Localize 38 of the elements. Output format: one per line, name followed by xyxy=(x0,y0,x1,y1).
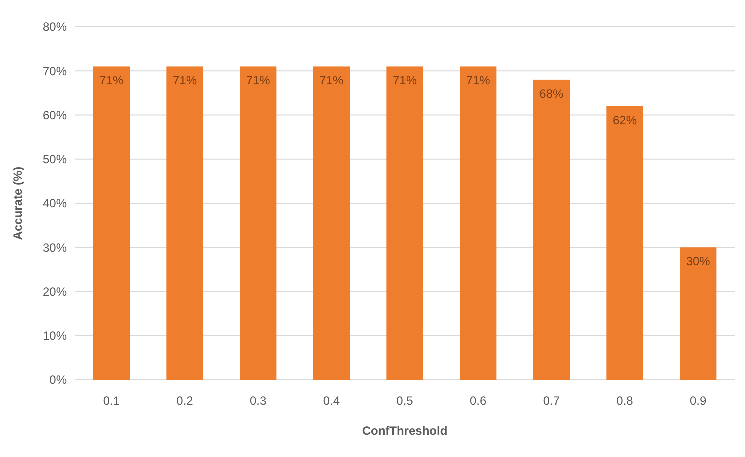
y-tick-label: 20% xyxy=(42,284,68,299)
data-label: 71% xyxy=(246,74,271,88)
bar xyxy=(680,248,717,380)
bar xyxy=(460,66,497,380)
x-tick-label: 0.4 xyxy=(323,394,340,408)
bar xyxy=(533,80,570,380)
y-tick-label: 10% xyxy=(42,329,68,344)
bar xyxy=(386,66,424,380)
x-tick-label: 0.8 xyxy=(616,394,634,408)
data-label: 71% xyxy=(100,74,124,88)
data-label: 71% xyxy=(172,74,198,88)
x-tick-label: 0.5 xyxy=(396,394,414,408)
y-tick-label: 60% xyxy=(42,108,68,122)
x-tick-label: 0.6 xyxy=(470,394,487,408)
data-label: 30% xyxy=(686,254,711,269)
x-tick-label: 0.1 xyxy=(103,394,120,408)
data-label: 62% xyxy=(612,113,638,128)
bar xyxy=(93,66,130,380)
data-label: 71% xyxy=(320,74,344,88)
y-tick-label: 30% xyxy=(42,240,68,255)
y-tick-label: 80% xyxy=(42,20,68,34)
y-tick-label: 50% xyxy=(42,152,68,167)
y-tick-label: 70% xyxy=(42,64,68,78)
y-axis-title: Accurate (%) xyxy=(11,166,25,240)
data-label: 71% xyxy=(466,74,491,88)
x-tick-label: 0.3 xyxy=(250,394,267,408)
x-axis-title: ConfThreshold xyxy=(362,424,448,438)
y-tick-label: 0% xyxy=(50,373,68,388)
y-tick-label: 40% xyxy=(42,196,68,211)
data-label: 71% xyxy=(392,74,418,88)
x-tick-label: 0.7 xyxy=(543,394,560,408)
x-tick-label: 0.9 xyxy=(690,394,707,408)
bar xyxy=(313,66,350,380)
bar xyxy=(166,66,204,380)
bar xyxy=(240,66,277,380)
x-tick-label: 0.2 xyxy=(176,394,194,408)
data-label: 68% xyxy=(540,86,564,101)
bar xyxy=(606,106,644,380)
